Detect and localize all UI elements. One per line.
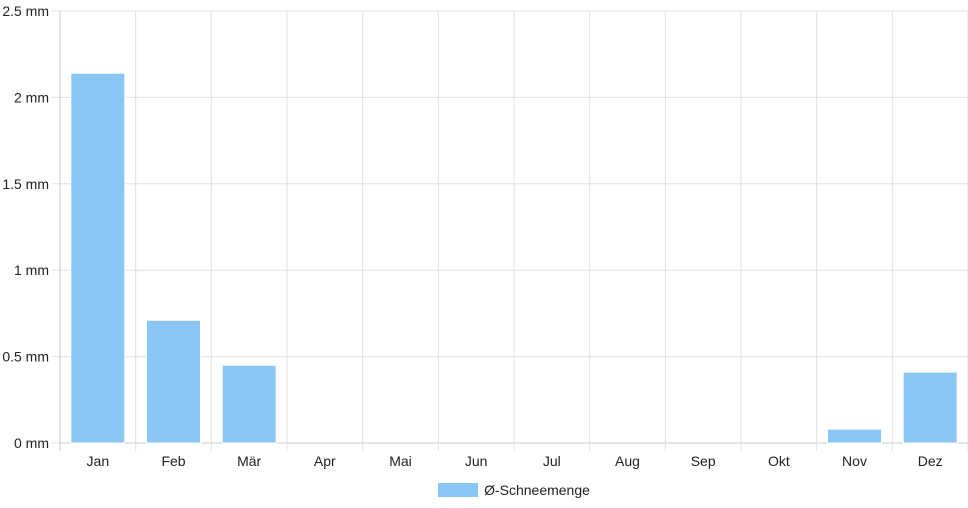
x-tick-label: Nov — [842, 453, 867, 469]
bar-mär[interactable] — [221, 364, 277, 444]
y-tick-label: 2.5 mm — [2, 3, 49, 19]
x-tick-label: Jul — [543, 453, 561, 469]
x-axis-ticks: Jan Feb Mär Apr Mai Jun Jul Aug Sep Okt Nov Dez — [87, 453, 943, 469]
y-tick-label: 2 mm — [14, 89, 49, 105]
x-tick-label: Feb — [161, 453, 185, 469]
x-tick-label: Mär — [237, 453, 261, 469]
x-tick-label: Mai — [389, 453, 412, 469]
chart-grid — [52, 10, 968, 451]
bar-nov[interactable] — [827, 428, 882, 444]
x-tick-label: Aug — [615, 453, 640, 469]
chart-legend[interactable]: Ø-Schneemenge — [438, 482, 590, 498]
legend-label: Ø-Schneemenge — [484, 482, 590, 498]
bar-dez[interactable] — [902, 371, 958, 444]
y-tick-label: 0 mm — [14, 435, 49, 451]
legend-swatch — [438, 483, 479, 497]
x-tick-label: Apr — [314, 453, 336, 469]
y-axis-ticks: 0 mm 0.5 mm 1 mm 1.5 mm 2 mm 2.5 mm — [2, 3, 49, 451]
bar-jan[interactable] — [70, 72, 126, 444]
x-tick-label: Sep — [691, 453, 716, 469]
y-tick-label: 0.5 mm — [2, 349, 49, 365]
chart-bars — [70, 72, 958, 444]
x-tick-label: Okt — [768, 453, 790, 469]
x-tick-label: Dez — [918, 453, 943, 469]
y-tick-label: 1.5 mm — [2, 176, 49, 192]
bar-feb[interactable] — [146, 319, 201, 444]
x-tick-label: Jun — [465, 453, 488, 469]
y-tick-label: 1 mm — [14, 262, 49, 278]
x-tick-label: Jan — [87, 453, 110, 469]
